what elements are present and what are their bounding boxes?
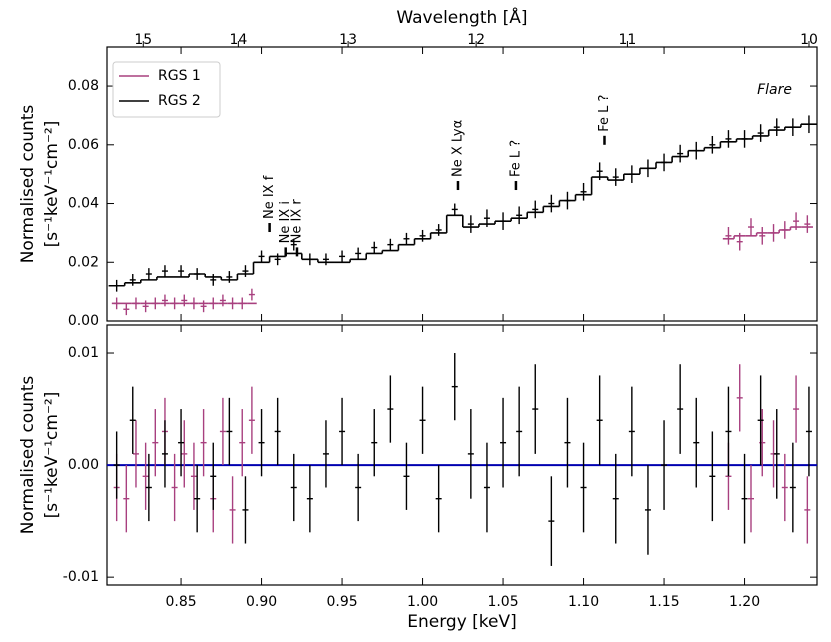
x-tick-label: 1.00 bbox=[407, 594, 438, 610]
x2-tick-label: 14 bbox=[229, 32, 247, 48]
x2-tick-label: 11 bbox=[619, 32, 637, 48]
y-axis-label: Normalised counts bbox=[18, 105, 38, 264]
x-tick-label: 1.20 bbox=[729, 594, 760, 610]
x-tick-label: 1.10 bbox=[568, 594, 599, 610]
y-tick-label: 0.04 bbox=[68, 196, 99, 212]
x2-axis-label: Wavelength [Å] bbox=[396, 6, 527, 28]
top-panel bbox=[106, 46, 818, 322]
x-tick-label: 1.15 bbox=[648, 594, 679, 610]
line-label: Ne X Lyα bbox=[450, 120, 465, 177]
y-axis-label: [s⁻¹keV⁻¹cm⁻²] bbox=[42, 121, 62, 248]
x2-tick-label: 12 bbox=[467, 32, 485, 48]
x2-tick-label: 10 bbox=[800, 32, 818, 48]
x-tick-label: 0.90 bbox=[246, 594, 277, 610]
x2-tick-label: 13 bbox=[339, 32, 357, 48]
legend-label: RGS 2 bbox=[158, 93, 201, 109]
x-tick-label: 1.05 bbox=[487, 594, 518, 610]
y-tick-label: 0.01 bbox=[68, 345, 99, 361]
y-tick-label: 0.00 bbox=[68, 457, 99, 473]
x-tick-label: 0.95 bbox=[326, 594, 357, 610]
line-label: Ne IX i bbox=[278, 201, 293, 243]
x2-tick-label: 15 bbox=[134, 32, 152, 48]
line-label: Ne IX f bbox=[262, 175, 277, 219]
line-label: Ne IX r bbox=[289, 199, 304, 244]
x-tick-label: 0.85 bbox=[165, 594, 196, 610]
y-axis-label: [s⁻¹keV⁻¹cm⁻²] bbox=[42, 392, 62, 519]
line-label: Fe L ? bbox=[597, 95, 612, 132]
residual-panel bbox=[106, 324, 818, 586]
y-tick-label: -0.01 bbox=[63, 569, 99, 585]
series bbox=[111, 212, 813, 544]
y-axis-label: Normalised counts bbox=[18, 376, 38, 535]
y-tick-label: 0.06 bbox=[68, 137, 99, 153]
flare-annotation: Flare bbox=[757, 82, 792, 98]
x-axis-label: Energy [keV] bbox=[407, 612, 517, 632]
line-label: Fe L ? bbox=[508, 140, 523, 177]
legend-label: RGS 1 bbox=[158, 68, 201, 84]
y-tick-label: 0.02 bbox=[68, 254, 99, 270]
y-tick-label: 0.00 bbox=[68, 313, 99, 329]
y-tick-label: 0.08 bbox=[68, 78, 99, 94]
series bbox=[108, 115, 817, 566]
